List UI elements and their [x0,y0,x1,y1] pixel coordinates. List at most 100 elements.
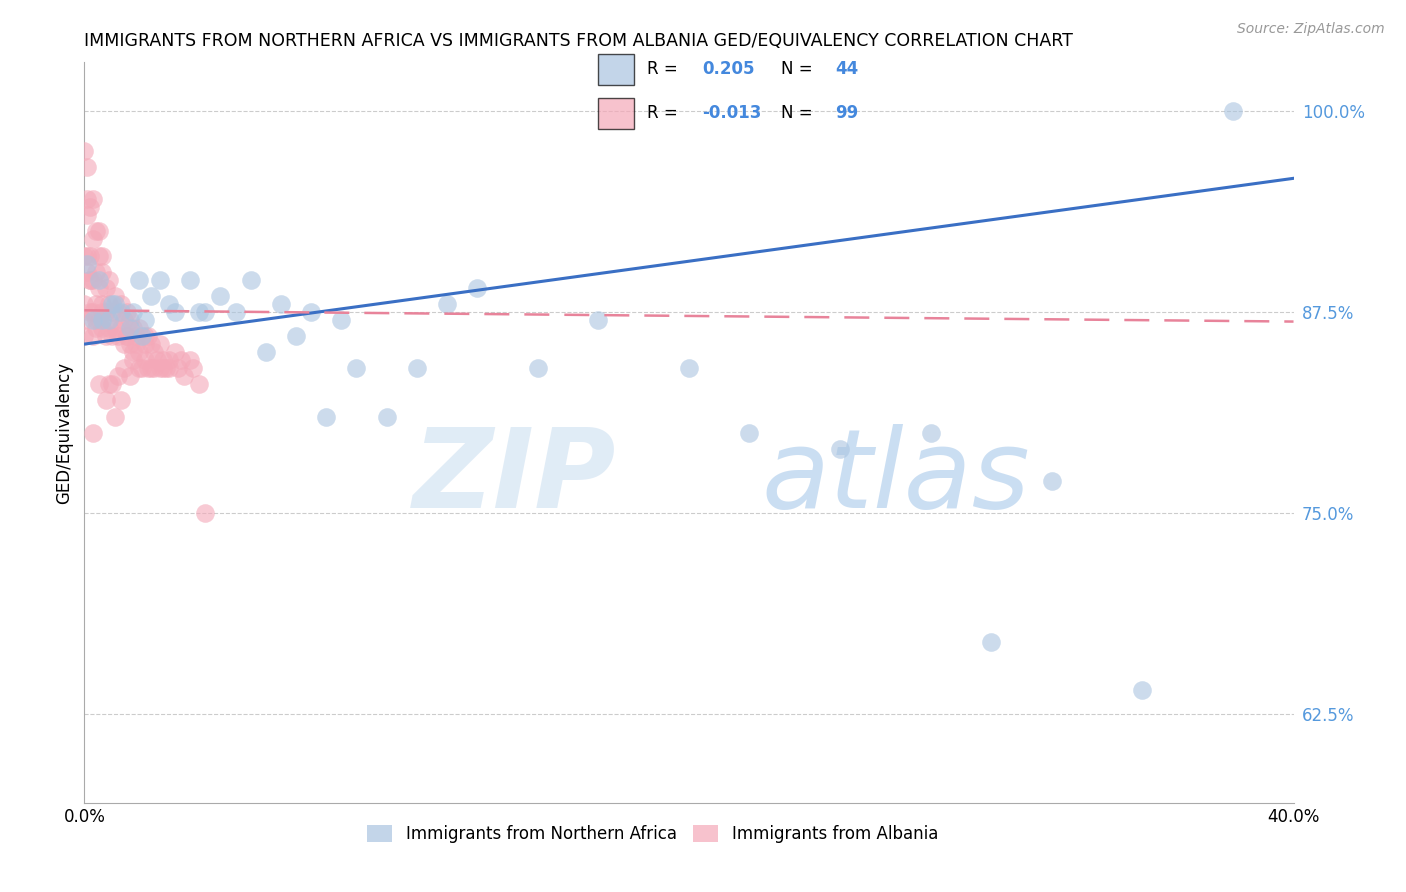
Point [110,321,132,335]
Point [131,329,153,343]
Point [97,321,120,335]
Point [82,313,104,327]
Point [165,345,187,359]
Point [89,249,111,263]
Point [104,409,127,424]
Point [121,321,143,335]
Point [194,305,217,319]
Point [82,425,104,440]
Point [89,281,111,295]
Point [179,273,201,287]
Point [225,305,247,319]
Point [94,393,117,408]
Point [152,353,174,368]
Point [112,337,135,351]
Point [209,289,232,303]
Point [100,297,122,311]
Point [110,393,132,408]
Point [920,425,942,440]
Point [94,329,117,343]
Point [142,361,165,376]
Point [97,297,120,311]
FancyBboxPatch shape [598,98,634,129]
Point [86,297,108,311]
Point [181,361,204,376]
Text: IMMIGRANTS FROM NORTHERN AFRICA VS IMMIGRANTS FROM ALBANIA GED/EQUIVALENCY CORRE: IMMIGRANTS FROM NORTHERN AFRICA VS IMMIG… [84,32,1073,50]
Point [1222,103,1244,118]
Point [82,329,104,343]
Text: 0.205: 0.205 [702,60,755,78]
Text: N =: N = [780,104,817,122]
Point [97,377,120,392]
Point [82,192,104,206]
Point [136,361,159,376]
Point [89,273,111,287]
Point [76,257,98,271]
Point [128,345,150,359]
Point [110,305,132,319]
Point [76,192,98,206]
Point [157,361,180,376]
Point [121,345,143,359]
Text: 99: 99 [835,104,859,122]
Point [91,265,114,279]
Point [285,329,308,343]
Point [104,321,127,335]
Point [738,425,761,440]
Point [76,249,98,263]
Point [107,329,129,343]
Point [155,361,177,376]
Point [436,297,458,311]
Point [91,313,114,327]
Point [91,249,114,263]
Point [157,297,180,311]
Point [467,281,489,295]
Y-axis label: GED/Equivalency: GED/Equivalency [55,361,73,504]
Point [79,200,101,214]
Point [76,160,98,174]
Text: N =: N = [780,60,817,78]
Point [86,265,108,279]
Point [100,305,122,319]
Point [91,297,114,311]
Point [1130,683,1153,698]
Point [139,289,162,303]
Point [82,305,104,319]
Point [73,144,96,158]
Point [91,305,114,319]
Point [157,353,180,368]
Point [527,361,550,376]
Point [97,313,120,327]
Point [678,361,700,376]
Point [134,329,156,343]
Text: R =: R = [647,60,683,78]
Point [167,361,190,376]
Point [76,208,98,222]
Point [76,265,98,279]
Point [128,361,150,376]
Point [149,337,172,351]
Point [73,297,96,311]
Point [136,329,159,343]
Point [79,305,101,319]
Point [170,353,193,368]
Text: Source: ZipAtlas.com: Source: ZipAtlas.com [1237,22,1385,37]
Point [406,361,429,376]
Point [270,297,292,311]
Point [179,353,201,368]
Point [125,337,148,351]
Point [149,273,172,287]
Point [346,361,368,376]
Point [82,273,104,287]
Point [115,329,138,343]
Point [125,329,148,343]
Text: ZIP: ZIP [413,424,616,531]
Point [104,289,127,303]
Text: atlas: atlas [762,424,1031,531]
Point [107,305,129,319]
Point [118,321,141,335]
Point [73,313,96,327]
Point [97,273,120,287]
Point [128,321,150,335]
Point [89,377,111,392]
